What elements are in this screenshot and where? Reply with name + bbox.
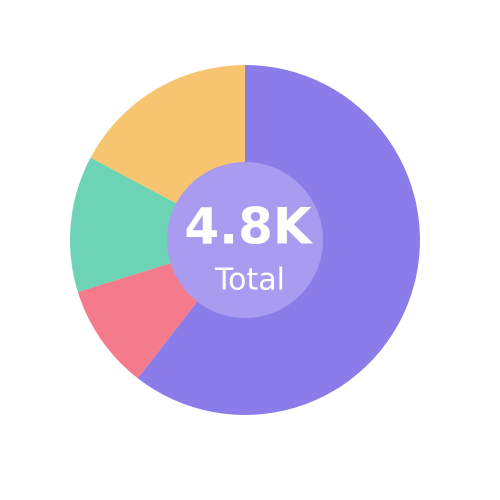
center-label: 4.8K xyxy=(184,198,314,256)
center-circle xyxy=(167,162,323,318)
center-sublabel: Total xyxy=(214,263,285,298)
pie-slice xyxy=(69,157,245,292)
